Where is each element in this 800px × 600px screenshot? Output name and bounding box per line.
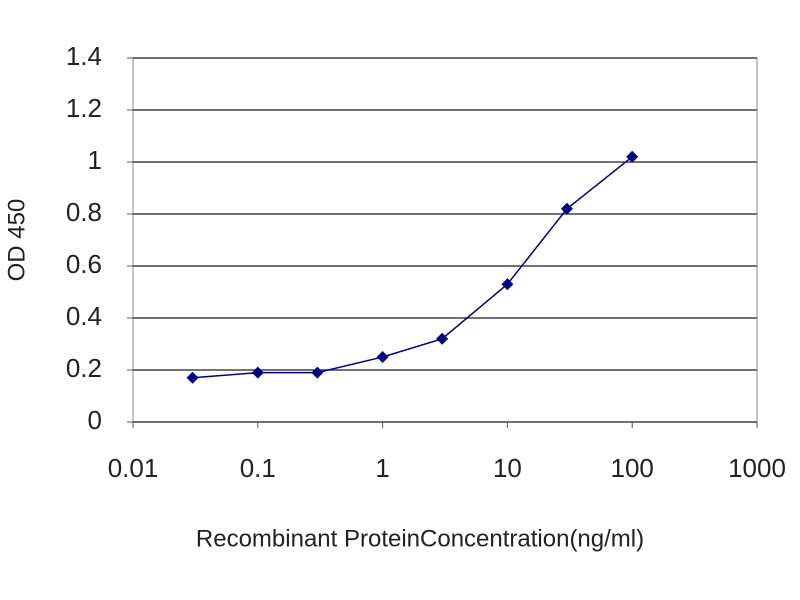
x-axis-title: Recombinant ProteinConcentration(ng/ml) [196, 525, 644, 552]
x-tick-label: 1 [375, 453, 389, 483]
y-axis-title: OD 450 [3, 199, 30, 282]
y-tick-label: 0.4 [66, 301, 102, 331]
y-tick-label: 1 [88, 145, 102, 175]
data-point [251, 366, 264, 379]
plot-area [132, 57, 758, 423]
y-tick-label: 0 [88, 405, 102, 435]
data-point [186, 371, 199, 384]
data-point [626, 150, 639, 163]
y-tick-label: 1.4 [66, 41, 102, 71]
data-point [376, 351, 389, 363]
x-tick-label: 10 [493, 453, 522, 483]
y-tick-label: 0.8 [66, 197, 102, 227]
y-tick-label: 0.6 [66, 249, 102, 279]
data-point [501, 278, 514, 291]
series-line [192, 156, 633, 379]
data-point [311, 366, 324, 379]
data-point [436, 332, 449, 345]
y-tick-label: 0.2 [66, 353, 102, 383]
data-point [560, 202, 573, 215]
x-tick-label: 1000 [728, 453, 786, 483]
y-tick-label: 1.2 [66, 93, 102, 123]
x-tick-label: 0.01 [108, 453, 159, 483]
x-tick-label: 0.1 [240, 453, 276, 483]
x-tick-label: 100 [611, 453, 654, 483]
